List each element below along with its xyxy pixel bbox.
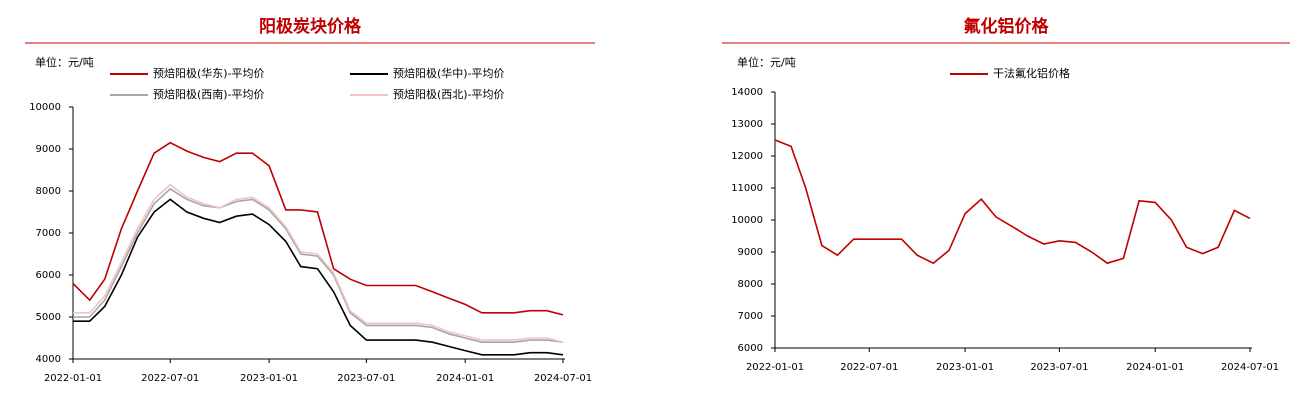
y-tick-label: 8000 [36,186,61,197]
legend-label: 预焙阳极(华东)-平均价 [153,66,265,80]
x-tick-label: 2024-07-01 [1221,362,1279,373]
legend-label: 干法氟化铝价格 [993,66,1070,80]
legend-label: 预焙阳极(华中)-平均价 [393,66,505,80]
y-tick-label: 13000 [731,119,763,130]
unit-label: 单位：元/吨 [35,55,94,69]
y-tick-label: 12000 [731,151,763,162]
y-tick-label: 10000 [29,102,61,113]
x-tick-label: 2023-07-01 [337,373,395,384]
y-tick-label: 8000 [738,279,763,290]
series-line [73,187,564,344]
y-tick-label: 6000 [36,270,61,281]
y-tick-label: 11000 [731,183,763,194]
y-tick-label: 9000 [738,247,763,258]
x-tick-label: 2024-01-01 [1126,362,1184,373]
y-tick-label: 6000 [738,343,763,354]
x-tick-label: 2024-07-01 [534,373,592,384]
unit-label: 单位：元/吨 [737,55,796,69]
y-tick-label: 4000 [36,354,61,365]
x-tick-label: 2023-07-01 [1030,362,1088,373]
y-tick-label: 7000 [738,311,763,322]
chart-title: 氟化铝价格 [964,16,1050,37]
series-line [73,198,564,356]
series-line [72,141,564,316]
legend-label: 预焙阳极(西北)-平均价 [393,87,505,101]
x-tick-label: 2022-01-01 [44,373,102,384]
series-line [774,139,1251,265]
y-tick-label: 5000 [36,312,61,323]
x-tick-label: 2022-01-01 [746,362,804,373]
x-tick-label: 2022-07-01 [840,362,898,373]
chart-title: 阳极炭块价格 [259,16,362,37]
x-tick-label: 2024-01-01 [436,373,494,384]
y-tick-label: 14000 [731,87,763,98]
legend-label: 预焙阳极(西南)-平均价 [153,87,265,101]
x-tick-label: 2023-01-01 [936,362,994,373]
x-tick-label: 2022-07-01 [141,373,199,384]
y-tick-label: 7000 [36,228,61,239]
y-tick-label: 10000 [731,215,763,226]
series-line [73,183,564,343]
x-tick-label: 2023-01-01 [240,373,298,384]
y-tick-label: 9000 [36,144,61,155]
